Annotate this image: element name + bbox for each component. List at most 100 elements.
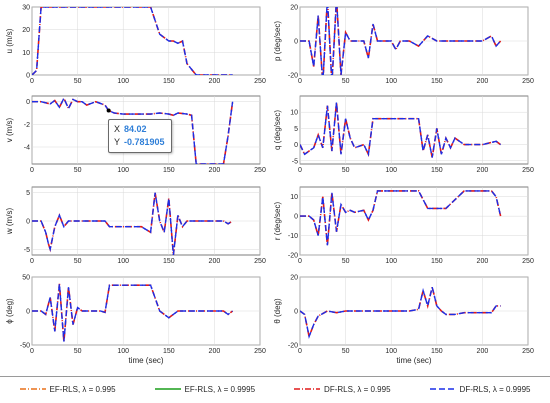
- x-tick-label: 0: [30, 258, 34, 265]
- x-tick-label: 150: [431, 258, 443, 265]
- x-tick-label: 0: [298, 348, 302, 355]
- y-tick-label: -20: [288, 343, 298, 350]
- x-tick-label: 50: [342, 167, 350, 174]
- y-tick-label: 0: [26, 99, 30, 106]
- y-tick-label: 0: [26, 73, 30, 80]
- y-tick-label: -4: [24, 145, 30, 152]
- x-tick-label: 100: [385, 78, 397, 85]
- x-tick-label: 150: [163, 258, 175, 265]
- x-tick-label: 100: [117, 348, 129, 355]
- y-axis-label: v (m/s): [5, 117, 14, 142]
- series-line-df-rls-09995: [32, 283, 234, 342]
- y-tick-label: 50: [22, 275, 30, 282]
- series-line-df-rls-09995: [300, 287, 501, 339]
- x-tick-label: 250: [522, 78, 534, 85]
- series-line-df-rls-09995: [32, 96, 234, 164]
- x-tick-label: 0: [298, 258, 302, 265]
- x-tick-label: 100: [117, 78, 129, 85]
- y-tick-label: 10: [22, 50, 30, 57]
- datatip-y-key: Y: [114, 137, 121, 147]
- legend-swatch: [294, 388, 321, 390]
- y-axis-label: w (m/s): [5, 208, 14, 236]
- x-tick-label: 0: [298, 167, 302, 174]
- legend-label: EF-RLS, λ = 0.995: [49, 384, 116, 394]
- x-tick-label: 0: [30, 348, 34, 355]
- y-tick-label: 5: [26, 190, 30, 197]
- x-tick-label: 100: [117, 258, 129, 265]
- y-tick-label: 5: [294, 126, 298, 133]
- series-line-df-rls-09995: [300, 190, 502, 246]
- y-axis-label: p (deg/sec): [273, 21, 282, 61]
- y-tick-label: 0: [294, 142, 298, 149]
- plot-area: [299, 186, 529, 256]
- x-tick-label: 200: [209, 348, 221, 355]
- y-tick-label: 10: [290, 194, 298, 201]
- legend-swatch: [429, 388, 456, 390]
- datatip-marker: [106, 108, 111, 113]
- legend-item: DF-RLS, λ = 0.995: [294, 384, 391, 394]
- plot-area: [31, 6, 261, 76]
- y-axis-label: r (deg/sec): [273, 202, 282, 241]
- legend-item: DF-RLS, λ = 0.9995: [429, 385, 530, 394]
- x-tick-label: 0: [298, 78, 302, 85]
- x-tick-label: 200: [477, 78, 489, 85]
- x-tick-label: 50: [342, 348, 350, 355]
- x-tick-label: 100: [385, 167, 397, 174]
- x-tick-label: 150: [163, 78, 175, 85]
- x-tick-label: 250: [254, 348, 266, 355]
- y-tick-label: -5: [24, 247, 30, 254]
- x-tick-label: 250: [254, 78, 266, 85]
- legend-swatch: [19, 388, 46, 390]
- chart-panel-r: 0 50 100 150 200 250 -20 -10 0 10 r (deg/sec): [273, 186, 534, 265]
- series-line-df-rls-09995: [300, 7, 502, 75]
- x-tick-label: 200: [209, 167, 221, 174]
- x-tick-label: 50: [74, 167, 82, 174]
- series-line-df-rls-09995: [32, 192, 233, 255]
- y-tick-label: 20: [290, 5, 298, 12]
- y-tick-label: 0: [294, 214, 298, 221]
- y-tick-label: 30: [22, 5, 30, 12]
- y-axis-label: θ (deg): [273, 298, 282, 324]
- x-tick-label: 150: [431, 348, 443, 355]
- x-tick-label: 200: [477, 258, 489, 265]
- series-line-df-rls-09995: [300, 102, 502, 158]
- x-tick-label: 100: [117, 167, 129, 174]
- x-tick-label: 250: [254, 167, 266, 174]
- y-tick-label: 0: [294, 39, 298, 46]
- datatip[interactable]: X 84.02 Y -0.781905: [108, 119, 172, 153]
- x-axis-label: time (sec): [128, 356, 163, 365]
- x-tick-label: 50: [74, 348, 82, 355]
- x-tick-label: 250: [254, 258, 266, 265]
- x-tick-label: 50: [342, 258, 350, 265]
- x-tick-label: 150: [163, 167, 175, 174]
- y-tick-label: -20: [288, 73, 298, 80]
- y-axis-label: ϕ (deg): [5, 298, 14, 324]
- x-tick-label: 250: [522, 348, 534, 355]
- datatip-x-value: 84.02: [124, 124, 147, 134]
- y-tick-label: 0: [26, 309, 30, 316]
- x-tick-label: 50: [342, 78, 350, 85]
- datatip-y-value: -0.781905: [124, 137, 165, 147]
- legend-item: EF-RLS, λ = 0.995: [19, 384, 116, 394]
- x-tick-label: 250: [522, 167, 534, 174]
- y-tick-label: -10: [288, 233, 298, 240]
- y-tick-label: -5: [292, 158, 298, 165]
- x-tick-label: 250: [522, 258, 534, 265]
- x-tick-label: 0: [30, 78, 34, 85]
- legend-label: DF-RLS, λ = 0.995: [324, 384, 391, 394]
- y-tick-label: 10: [290, 110, 298, 117]
- y-tick-label: -50: [20, 343, 30, 350]
- y-tick-label: -2: [24, 122, 30, 129]
- datatip-x-key: X: [114, 124, 121, 134]
- x-tick-label: 100: [385, 348, 397, 355]
- x-tick-label: 50: [74, 78, 82, 85]
- y-axis-label: q (deg/sec): [273, 110, 282, 150]
- legend-swatch: [154, 388, 181, 390]
- legend: EF-RLS, λ = 0.995 EF-RLS, λ = 0.9995 DF-RL…: [0, 376, 550, 401]
- legend-item: EF-RLS, λ = 0.9995: [154, 385, 255, 394]
